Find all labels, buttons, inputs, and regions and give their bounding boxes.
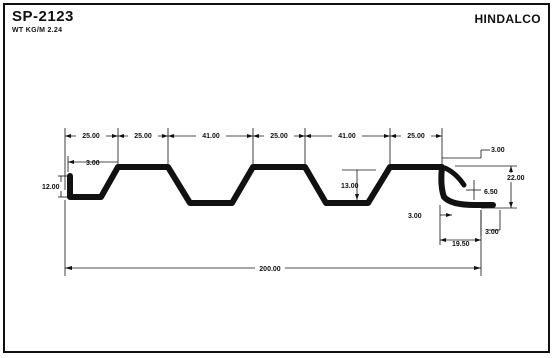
dim-right-gap: 3.00 bbox=[408, 213, 422, 220]
right-dimensions bbox=[439, 149, 517, 245]
part-number: SP-2123 bbox=[12, 8, 74, 25]
dim-left-lip: 3.00 bbox=[86, 160, 100, 167]
dimension-arrows bbox=[65, 134, 442, 138]
dim-top-6: 25.00 bbox=[407, 133, 425, 140]
dim-top-5: 41.00 bbox=[338, 133, 356, 140]
dim-right-top: 3.00 bbox=[491, 147, 505, 154]
dim-left-height: 12.00 bbox=[42, 184, 60, 191]
profile-hook bbox=[442, 165, 467, 188]
brand-logo-text: HINDALCO bbox=[474, 12, 541, 26]
dim-right-bottom: 3.00 bbox=[485, 229, 499, 236]
dim-top-1: 25.00 bbox=[82, 133, 100, 140]
extension-lines bbox=[64, 128, 482, 276]
dim-top-4: 25.00 bbox=[270, 133, 288, 140]
dim-overall: 200.00 bbox=[259, 266, 281, 273]
drawing-frame bbox=[3, 3, 550, 353]
profile-section bbox=[67, 164, 496, 208]
dim-top-2: 25.00 bbox=[134, 133, 152, 140]
dim-right-height: 22.00 bbox=[507, 175, 525, 182]
dim-depth: 13.00 bbox=[341, 183, 359, 190]
dim-top-3: 41.00 bbox=[202, 133, 220, 140]
dim-right-inner: 6.50 bbox=[484, 189, 498, 196]
weight-label: WT KG/M 2.24 bbox=[12, 27, 63, 34]
dim-right-width: 19.50 bbox=[452, 241, 470, 248]
left-lip-dimension bbox=[67, 156, 118, 172]
